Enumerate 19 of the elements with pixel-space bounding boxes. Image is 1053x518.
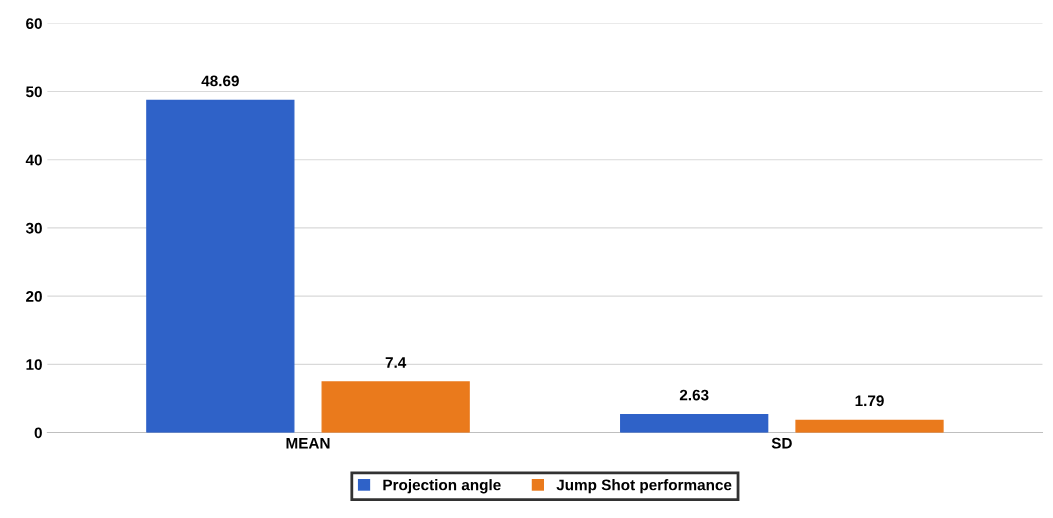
- y-tick-label: 10: [26, 359, 42, 371]
- bar: [146, 99, 295, 433]
- data-label: 7.4: [385, 357, 407, 368]
- bar: [321, 381, 470, 433]
- y-tick-label: 40: [25, 154, 42, 166]
- bar: [795, 419, 944, 433]
- legend-label: Projection angle: [383, 479, 501, 494]
- x-tick-label: MEAN: [286, 437, 330, 449]
- bar: [620, 413, 769, 433]
- data-label: 1.79: [855, 395, 884, 407]
- y-tick-label: 0: [34, 427, 42, 439]
- y-tick-label: 30: [25, 222, 42, 234]
- data-label: 2.63: [679, 389, 709, 401]
- legend-label: Jump Shot performance: [556, 479, 732, 494]
- y-tick-label: 20: [26, 290, 42, 302]
- x-tick-label: SD: [771, 437, 792, 449]
- data-label: 48.69: [201, 75, 239, 87]
- y-tick-label: 60: [26, 18, 42, 29]
- y-tick-label: 50: [26, 86, 42, 98]
